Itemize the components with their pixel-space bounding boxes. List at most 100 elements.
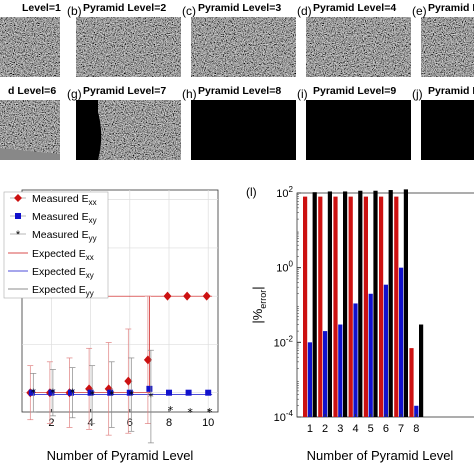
x-axis-label: Number of Pyramid Level [47,448,194,463]
x-tick-label: 3 [337,423,343,435]
panel-title: Pyramid Level=8 [198,85,281,97]
panel-letter: (c) [182,4,196,18]
panel-letter: (d) [297,4,312,18]
point-measured-exy [107,389,114,396]
bar [388,190,393,417]
legend-label-sub: xy [89,216,97,225]
speckle-texture [421,17,474,77]
legend-label: Expected Eyy [32,284,94,298]
point-measured-exy [126,389,133,396]
bar [394,196,399,417]
bar [383,284,388,417]
legend-label-main: Measured E [32,211,89,223]
point-measured-exy [185,389,192,396]
legend-label-main: Expected E [32,248,86,260]
point-measured-eyy: * [187,406,193,419]
panel-title: Pyramid Level=9 [313,85,396,97]
panel-letter: (l) [246,185,257,199]
bar [419,324,424,417]
image-panels: Level=1 (b) Pyramid Level=2 (c) Pyramid Leve… [0,2,474,160]
y-tick-label: 10-4 [274,409,294,424]
y-axis-label: |%error| [250,286,268,323]
point-measured-exx [143,355,152,365]
x-tick-label: 4 [352,423,358,435]
y-tick-base: 10 [274,337,286,349]
point-measured-exy [28,389,35,396]
bar [358,190,363,417]
legend-label: Measured Exx [32,193,97,207]
panel-title: Pyramid Level=2 [83,2,166,14]
speckle-texture [0,17,60,77]
panel-letter: (e) [412,4,427,18]
y-tick-label: 100 [276,260,293,275]
bar [379,196,384,417]
x-tick-label: 10 [202,417,214,429]
legend-label-sub: yy [86,289,94,298]
bar [399,267,404,417]
y-tick-exp: -2 [286,334,294,343]
panel-letter: (h) [182,87,197,101]
x-tick-label: 2 [322,423,328,435]
panel-letter: (i) [297,87,308,101]
point-measured-exy [87,389,94,396]
bar [323,331,328,417]
panel-title: Pyramid Level=4 [313,2,396,14]
point-measured-eyy: * [168,404,174,417]
panel-title: Pyramid Level=3 [198,2,281,14]
point-measured-eyy: * [31,387,37,400]
legend-marker-diamond [14,194,22,202]
bar [414,405,419,417]
y-tick-base: 10 [276,188,288,200]
legend-label-sub: xx [86,253,94,262]
panel-title: Pyramid Level=7 [83,85,166,97]
panel-image-bg [306,100,411,160]
point-measured-exy [146,385,153,392]
bar [303,196,308,417]
panel-image-bg [421,100,474,160]
legend-label-sub: xx [89,198,97,207]
bar [373,190,378,417]
panel-title: Pyramid Le [428,2,474,14]
point-measured-eyy: * [50,387,56,400]
y-tick-label: 102 [276,185,293,200]
y-tick-base: 10 [274,412,286,424]
point-measured-eyy: * [70,387,76,400]
bar [363,196,368,417]
bar [333,196,338,417]
y-tick-label: 10-2 [274,334,294,349]
point-measured-exx [124,376,133,386]
legend-label: Expected Exy [32,266,94,280]
bar [338,324,343,417]
y-tick-exp: -4 [286,409,294,418]
x-tick-label: 4 [88,417,94,429]
bar [403,189,408,417]
point-measured-exy [205,389,212,396]
panel-title: Level=1 [22,2,61,14]
point-measured-eyy: * [109,389,115,402]
edge-region [0,148,60,160]
legend-label-main: Expected E [32,284,86,296]
x-tick-label: 6 [383,423,389,435]
speckle-texture [98,100,181,160]
bar [409,348,414,417]
legend-label-sub: xy [86,271,94,280]
bar [327,191,332,417]
panel-image-bg [191,100,296,160]
shadow-region [76,100,102,160]
legend-label-main: Measured E [32,229,89,241]
y-axis-label-end: | [250,286,265,289]
legend-marker-square [15,213,21,219]
point-measured-eyy: * [207,406,213,419]
x-tick-label: 2 [48,417,54,429]
panel-letter: (g) [67,87,82,101]
panel-title: Pyramid Le [428,85,474,97]
point-measured-exy [166,389,172,396]
y-tick-base: 10 [276,263,288,275]
speckle-texture [191,17,296,77]
legend-label: Measured Exy [32,211,97,225]
bar [312,192,317,417]
bar [307,342,312,417]
panel-letter: (j) [412,87,423,101]
